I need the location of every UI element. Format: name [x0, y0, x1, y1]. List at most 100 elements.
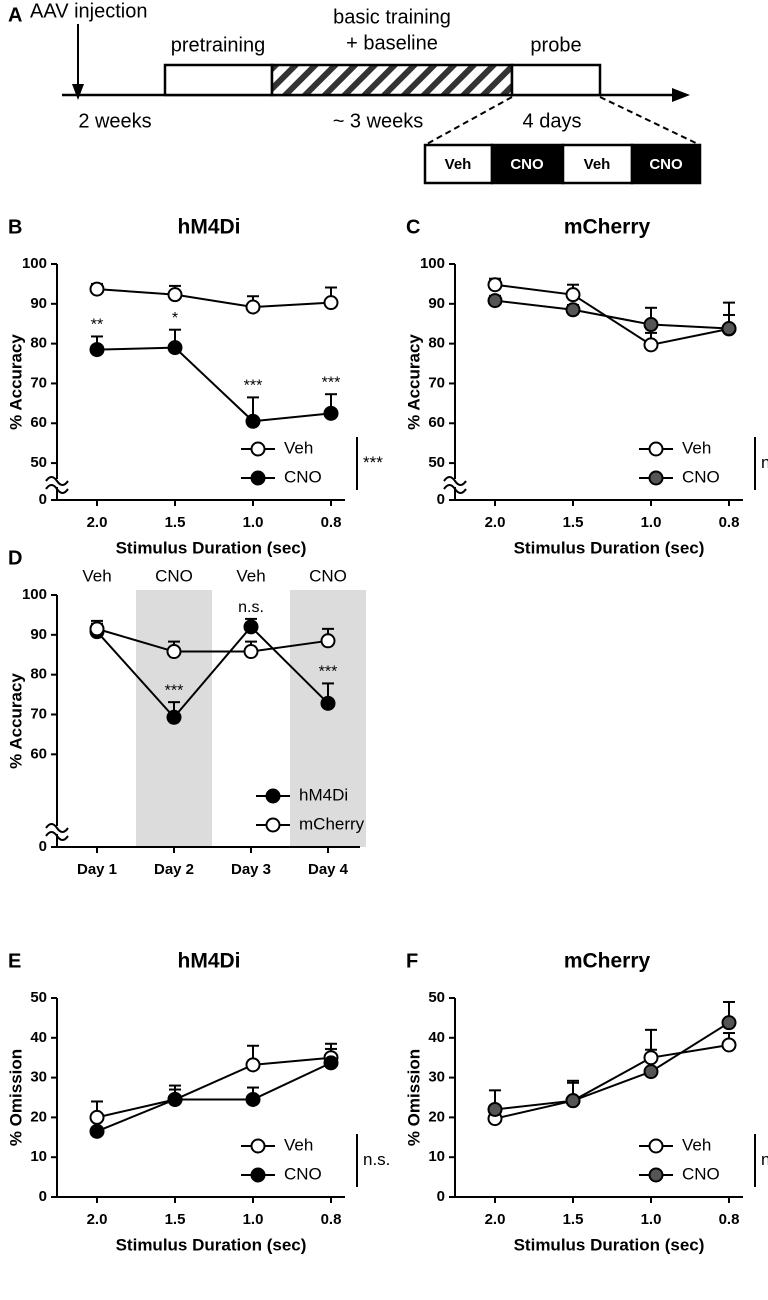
x-tick-label: 1.5 [165, 514, 186, 531]
data-point [721, 321, 737, 337]
y-axis-title: % Accuracy [6, 673, 25, 769]
data-point [487, 293, 503, 309]
series-line [494, 299, 730, 330]
top-label: Veh [236, 566, 265, 585]
panel-letter: A [8, 4, 22, 26]
y-tick-label: 70 [30, 374, 47, 391]
duration-label: ~ 3 weeks [333, 110, 424, 132]
data-point [721, 1037, 737, 1053]
panel-letter: D [8, 547, 22, 569]
significance-label: *** [165, 682, 184, 699]
y-tick-label: 20 [30, 1108, 47, 1125]
axis-break [443, 484, 467, 494]
legend-marker [250, 1167, 266, 1183]
data-point [643, 317, 659, 333]
y-tick-label: 0 [437, 1188, 445, 1205]
x-tick-label: 2.0 [87, 514, 108, 531]
data-point [565, 1093, 581, 1109]
x-tick-label: 2.0 [87, 1211, 108, 1228]
y-tick-label: 100 [22, 586, 47, 603]
session-label: Veh [584, 156, 611, 173]
x-tick-label: 1.0 [243, 1211, 264, 1228]
y-axis-title: % Accuracy [404, 334, 423, 430]
legend-label: Veh [682, 438, 711, 457]
data-point [487, 277, 503, 293]
phase-label: pretraining [171, 34, 266, 56]
y-tick-label: 40 [428, 1029, 445, 1046]
timeline-arrowhead [672, 88, 690, 102]
y-tick-label: 10 [428, 1148, 445, 1165]
y-tick-label: 70 [30, 705, 47, 722]
data-point [245, 1091, 261, 1107]
top-label: CNO [309, 566, 347, 585]
x-axis-title: Stimulus Duration (sec) [116, 538, 307, 557]
data-point [167, 340, 183, 356]
x-tick-label: 1.5 [165, 1211, 186, 1228]
y-tick-label: 40 [30, 1029, 47, 1046]
x-axis-title: Stimulus Duration (sec) [116, 1235, 307, 1254]
session-label: CNO [510, 156, 544, 173]
x-axis-title: Stimulus Duration (sec) [514, 538, 705, 557]
legend-label: CNO [284, 467, 322, 486]
y-tick-label: 80 [30, 335, 47, 352]
significance-label: * [172, 310, 178, 327]
panel-letter: C [406, 216, 420, 238]
duration-label: 4 days [523, 110, 582, 132]
significance-label: *** [244, 378, 263, 395]
significance-label: n.s. [238, 599, 264, 616]
session-box [630, 143, 702, 185]
y-tick-label: 60 [30, 745, 47, 762]
x-tick-label: 1.0 [243, 514, 264, 531]
top-label: Veh [82, 566, 111, 585]
legend-label: CNO [682, 467, 720, 486]
y-tick-label: 70 [428, 374, 445, 391]
chart-title: hM4Di [178, 950, 241, 973]
injection-arrowhead [72, 84, 84, 100]
series-line [96, 288, 332, 309]
phase-label: + baseline [346, 32, 438, 54]
panel-letter: F [406, 950, 418, 972]
y-tick-label: 30 [30, 1069, 47, 1086]
legend-label: Veh [284, 1135, 313, 1154]
y-tick-label: 50 [30, 989, 47, 1006]
chart-title: mCherry [564, 216, 651, 239]
x-tick-label: Day 3 [231, 861, 271, 878]
y-axis-title: % Accuracy [6, 334, 25, 430]
legend-label: CNO [284, 1164, 322, 1183]
event-label: AAV injection [30, 0, 147, 22]
legend-stat: n.s. [761, 1150, 768, 1169]
panel-letter: E [8, 950, 21, 972]
data-point [89, 1123, 105, 1139]
zoom-line [599, 96, 701, 146]
data-point [89, 342, 105, 358]
x-tick-label: 0.8 [719, 1211, 740, 1228]
y-tick-label: 20 [428, 1108, 445, 1125]
y-tick-label: 90 [428, 295, 445, 312]
y-tick-label: 50 [428, 989, 445, 1006]
legend-label: CNO [682, 1164, 720, 1183]
data-point [243, 619, 259, 635]
y-axis-title: % Omission [404, 1049, 423, 1146]
data-point [167, 1091, 183, 1107]
x-tick-label: 0.8 [321, 1211, 342, 1228]
y-axis-title: % Omission [6, 1049, 25, 1146]
legend-marker [648, 441, 664, 457]
y-tick-label: 80 [428, 335, 445, 352]
legend-label: Veh [682, 1135, 711, 1154]
chart-title: mCherry [564, 950, 651, 973]
x-tick-label: 0.8 [321, 514, 342, 531]
axis-break [45, 831, 69, 841]
x-tick-label: 1.0 [641, 514, 662, 531]
y-tick-label: 30 [428, 1069, 445, 1086]
data-point [565, 287, 581, 303]
phase-box [163, 63, 274, 97]
legend-label: Veh [284, 438, 313, 457]
x-tick-label: 2.0 [485, 514, 506, 531]
significance-label: *** [319, 664, 338, 681]
panel-a: A AAV injection pretraining basic traini… [8, 0, 702, 185]
series-line [494, 1021, 730, 1111]
data-point [167, 287, 183, 303]
y-tick-label: 80 [30, 666, 47, 683]
y-tick-label: 100 [420, 255, 445, 272]
legend-marker [648, 470, 664, 486]
